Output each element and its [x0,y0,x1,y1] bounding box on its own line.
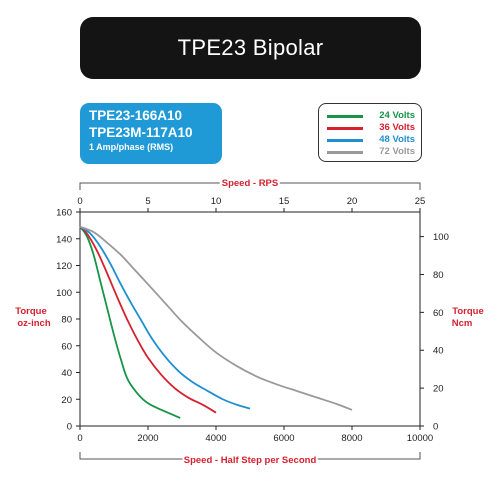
left-axis-label-line1: Torque [15,306,47,317]
y-tick-label: 120 [56,261,72,272]
legend-label: 36 Volts [379,122,415,133]
legend-label: 48 Volts [379,134,415,145]
legend-label: 24 Volts [379,110,415,121]
right-tick-label: 0 [433,422,438,433]
top-tick-label: 15 [279,196,290,207]
legend-item-24v: 24 Volts [327,110,419,122]
top-axis-bracket [79,182,421,190]
series-line-72-volts [79,225,353,411]
legend-item-72v: 72 Volts [327,146,419,158]
top-tick-label: 10 [211,196,222,207]
right-axis-label-line1: Torque [452,306,484,317]
y-tick-label: 40 [61,368,72,379]
series-line-24-volts [79,226,181,419]
x-tick-label: 6000 [273,433,294,444]
y-tick-label: 60 [61,341,72,352]
y-tick-label: 80 [61,315,72,326]
model-number-1: TPE23-166A10 [89,108,183,123]
top-tick-label: 0 [77,196,82,207]
series-line-48-volts [79,225,251,410]
legend-item-48v: 48 Volts [327,134,419,146]
right-axis-label-line2: Ncm [452,318,473,329]
x-tick-label: 4000 [205,433,226,444]
right-tick-label: 80 [433,270,444,281]
legend: 24 Volts 36 Volts 48 Volts 72 Volts [318,103,422,162]
series-line-36-volts [79,226,217,414]
legend-item-36v: 36 Volts [327,122,419,134]
series-lines [79,225,353,419]
legend-swatch [327,139,363,142]
y-tick-label: 20 [61,395,72,406]
legend-swatch [327,151,363,154]
current-rating: 1 Amp/phase (RMS) [89,142,174,152]
y-tick-label: 0 [67,422,72,433]
y-tick-label: 100 [56,288,72,299]
legend-swatch [327,127,363,130]
x-tick-label: 8000 [341,433,362,444]
left-axis-label-line2: oz-inch [17,318,50,329]
chart-title-banner: TPE23 Bipolar [80,17,421,79]
model-info-box: TPE23-166A10 TPE23M-117A10 1 Amp/phase (… [80,103,222,164]
x-tick-label: 0 [77,433,82,444]
right-tick-label: 40 [433,346,444,357]
right-tick-label: 100 [433,232,449,243]
y-tick-label: 140 [56,234,72,245]
top-tick-label: 20 [347,196,358,207]
x-tick-label: 2000 [137,433,158,444]
bottom-axis-label: Speed - Half Step per Second [184,455,317,466]
top-tick-label: 25 [415,196,426,207]
chart-title: TPE23 Bipolar [177,35,324,60]
legend-label: 72 Volts [379,146,415,157]
right-tick-label: 20 [433,384,444,395]
x-tick-label: 10000 [407,433,433,444]
y-tick-label: 160 [56,208,72,219]
bottom-axis-bracket [79,452,421,460]
top-tick-label: 5 [145,196,150,207]
right-tick-label: 60 [433,308,444,319]
top-axis-label: Speed - RPS [222,178,279,189]
model-number-2: TPE23M-117A10 [89,125,193,140]
legend-swatch [327,115,363,118]
